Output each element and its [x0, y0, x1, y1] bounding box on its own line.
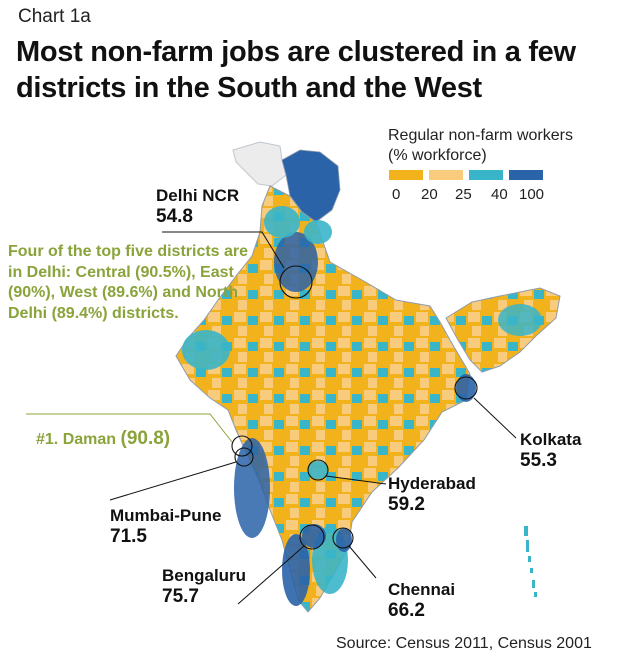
- hyderabad-leader: [325, 475, 387, 485]
- bengaluru-label: Bengaluru: [162, 566, 247, 585]
- legend-tick: 100: [519, 186, 545, 203]
- chart-label: Chart 1a: [18, 6, 91, 27]
- legend-tick: 25: [455, 186, 472, 203]
- hyderabad-label: Hyderabad: [388, 474, 476, 493]
- jammu-kashmir-region: [232, 141, 287, 187]
- mumbai-value: 71.5: [110, 526, 147, 547]
- bengaluru-cluster: [302, 524, 326, 548]
- mumbai-leader: [109, 461, 237, 501]
- bengaluru-circle: [299, 524, 325, 550]
- daman-value: (90.8): [120, 428, 171, 449]
- delhi-circle: [279, 265, 313, 299]
- hyderabad-cluster: [308, 461, 328, 479]
- chennai-cluster: [336, 528, 352, 552]
- chennai-value: 66.2: [388, 600, 425, 621]
- kerala-cluster: [282, 534, 310, 606]
- legend-swatch-1: [429, 170, 463, 180]
- kolkata-circle: [454, 376, 478, 400]
- legend-swatch-0: [389, 170, 423, 180]
- kolkata-leader: [473, 397, 517, 439]
- delhi-label: Delhi NCR: [156, 186, 240, 205]
- daman-circle: [231, 435, 253, 457]
- legend-title-line2: (% workforce): [388, 147, 487, 164]
- hyderabad-value: 59.2: [388, 494, 425, 515]
- gujarat-cluster: [182, 330, 230, 370]
- mumbai-label: Mumbai-Pune: [110, 506, 222, 525]
- legend-swatch-2: [469, 170, 503, 180]
- chennai-leader: [348, 545, 377, 579]
- chennai-circle: [332, 527, 354, 549]
- legend-tick: 0: [392, 186, 401, 203]
- bengaluru-value: 75.7: [162, 586, 199, 607]
- west-coast-cluster: [234, 438, 270, 538]
- delhi-leader: [162, 231, 285, 269]
- uttarakhand-cluster: [304, 220, 332, 244]
- northeast-cluster: [498, 304, 542, 336]
- daman-leader: [26, 413, 233, 443]
- andaman-islands: [524, 526, 537, 597]
- punjab-cluster: [264, 206, 300, 238]
- legend-swatch-3: [509, 170, 543, 180]
- delhi-note: Four of the top five districts are in De…: [8, 243, 249, 322]
- bengaluru-leader: [237, 545, 305, 605]
- legend-tick: 40: [491, 186, 508, 203]
- daman-label-text: #1. Daman: [36, 431, 117, 448]
- kolkata-cluster: [456, 374, 476, 402]
- hyderabad-circle: [307, 459, 329, 481]
- delhi-cluster: [274, 232, 318, 292]
- kolkata-label: Kolkata: [520, 430, 582, 449]
- legend-title-line1: Regular non-farm workers: [388, 127, 573, 144]
- daman-label: #1. Daman (90.8): [36, 428, 170, 450]
- chennai-label: Chennai: [388, 580, 456, 599]
- source-note: Source: Census 2011, Census 2001: [336, 635, 592, 652]
- mainland-region: [175, 185, 471, 613]
- kolkata-value: 55.3: [520, 450, 557, 471]
- mumbai-circle: [234, 447, 254, 467]
- legend-tick: 20: [421, 186, 438, 203]
- page-title: Most non-farm jobs are clustered in a fe…: [16, 36, 576, 104]
- legend-bar: [389, 170, 549, 180]
- legend-title: Regular non-farm workers (% workforce): [388, 126, 573, 166]
- delhi-value: 54.8: [156, 206, 193, 227]
